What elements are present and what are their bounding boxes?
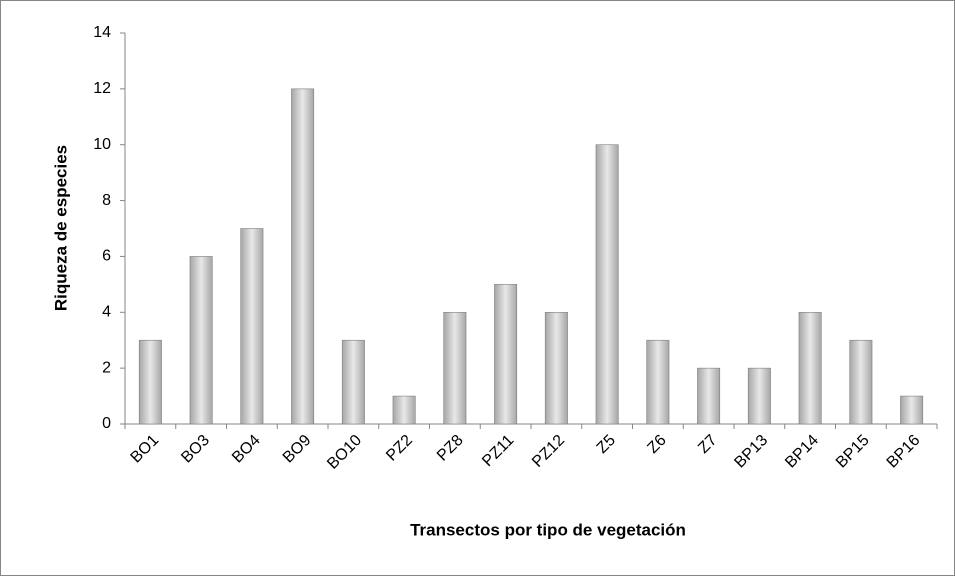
bar [341,339,365,425]
bar [697,367,721,425]
bar [544,311,568,425]
y-tick-label: 8 [102,192,111,209]
bar [189,256,213,425]
bar [138,339,162,425]
x-axis-title: Transectos por tipo de vegetación [410,520,686,539]
y-tick-label: 12 [93,80,111,97]
bar [798,311,822,425]
bar [646,339,670,425]
bar [291,88,315,425]
y-tick-label: 10 [93,136,111,153]
y-tick-label: 4 [102,304,111,321]
bar [595,144,619,425]
bar [900,395,924,425]
bar [494,284,518,425]
y-tick-label: 0 [102,415,111,432]
y-axis-title: Riqueza de especies [51,145,70,311]
bar [240,228,264,425]
y-tick-label: 6 [102,248,111,265]
bar [849,339,873,425]
y-tick-label: 2 [102,359,111,376]
bar [443,311,467,425]
bar [392,395,416,425]
y-tick-label: 14 [93,24,111,41]
bar [747,367,771,425]
